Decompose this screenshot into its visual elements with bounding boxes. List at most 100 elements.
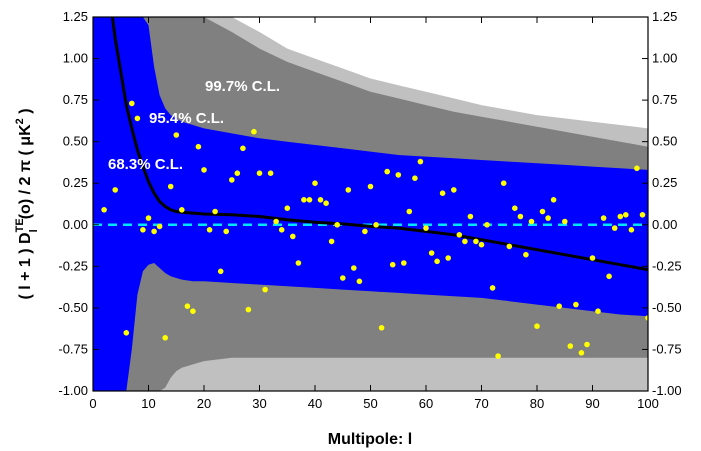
x-tick-label: 50 <box>363 396 377 411</box>
data-point <box>140 227 146 233</box>
data-point <box>223 228 229 235</box>
data-point <box>500 180 507 186</box>
data-point <box>506 243 513 250</box>
data-point <box>245 306 252 313</box>
data-point <box>623 212 629 218</box>
y-tick-label: 0.75 <box>63 92 88 107</box>
data-point <box>556 303 562 310</box>
x-tick-label: 80 <box>530 396 544 411</box>
y-tick-label: 1.00 <box>63 51 88 66</box>
data-point <box>345 187 352 193</box>
data-point <box>439 190 446 196</box>
data-point <box>495 353 501 359</box>
y-tick-label-right: -0.75 <box>652 341 682 356</box>
data-point <box>473 238 479 245</box>
x-tick-label: 20 <box>197 396 211 411</box>
y-tick-label-right: -1.00 <box>652 383 682 398</box>
data-point <box>523 251 529 258</box>
data-point <box>184 303 191 310</box>
data-point <box>267 170 274 176</box>
x-axis: 0 10 20 30 40 50 60 70 80 90 100 <box>89 17 659 411</box>
data-point <box>384 168 391 175</box>
data-point <box>539 208 546 215</box>
data-point <box>406 208 413 215</box>
data-point <box>306 197 313 203</box>
y-tick-label-right: -0.25 <box>652 258 682 273</box>
data-point <box>378 325 385 331</box>
data-point <box>367 183 374 190</box>
data-point <box>129 100 135 107</box>
y-tick-label: -0.50 <box>58 300 88 315</box>
y-axis-title-post: ) <box>17 108 34 118</box>
data-point <box>517 213 524 220</box>
data-point <box>284 205 291 211</box>
data-point <box>273 218 279 225</box>
data-point <box>234 170 241 176</box>
data-point <box>417 158 424 165</box>
data-point <box>528 218 535 225</box>
data-point <box>428 250 435 256</box>
y-tick-label-right: 0.50 <box>652 134 677 149</box>
data-point <box>389 261 396 268</box>
data-point <box>145 215 152 221</box>
data-point <box>634 165 640 172</box>
y-tick-label: 0.25 <box>63 175 88 190</box>
x-tick-label: 0 <box>89 396 96 411</box>
x-tick-label: 60 <box>419 396 433 411</box>
y-tick-label: 0.00 <box>63 217 88 232</box>
data-point <box>251 128 257 135</box>
band-label-68.3: 68.3% C.L. <box>108 156 183 173</box>
data-point <box>334 222 341 228</box>
data-point <box>573 301 579 308</box>
data-point <box>179 207 185 213</box>
data-point <box>478 241 485 248</box>
y-tick-label: 0.50 <box>63 134 88 149</box>
y-tick-label: -0.75 <box>58 341 88 356</box>
data-point <box>323 200 329 206</box>
data-point <box>162 335 168 341</box>
data-point <box>201 167 207 173</box>
data-point <box>467 213 474 220</box>
data-point <box>328 238 335 245</box>
data-point <box>212 208 218 215</box>
data-point <box>173 132 180 138</box>
y-tick-label: -1.00 <box>58 383 88 398</box>
y-axis-title-sup2: 2 <box>14 118 26 124</box>
data-point <box>373 222 379 228</box>
data-point <box>101 207 107 213</box>
y-tick-label-right: 1.25 <box>652 9 677 24</box>
plot-area <box>93 17 648 391</box>
data-point <box>645 315 648 321</box>
y-tick-label-right: 0.75 <box>652 92 677 107</box>
data-point <box>395 172 402 178</box>
y-tick-label: -0.25 <box>58 258 88 273</box>
data-point <box>578 350 585 356</box>
band-68.3 <box>93 17 648 391</box>
data-point <box>600 215 607 221</box>
data-point <box>356 278 363 285</box>
data-point <box>301 197 307 203</box>
y-tick-label-right: 0.00 <box>652 217 677 232</box>
data-point <box>262 286 268 293</box>
data-point <box>312 180 318 186</box>
band-label-99.7: 99.7% C.L. <box>205 78 280 95</box>
data-point <box>217 268 224 275</box>
y-axis-title-sub: l <box>28 229 40 232</box>
data-point <box>512 205 518 211</box>
data-point <box>595 308 601 315</box>
data-point <box>134 115 141 122</box>
data-point <box>278 227 285 233</box>
data-point <box>628 227 635 233</box>
data-point <box>562 218 568 225</box>
data-point <box>195 143 202 150</box>
data-point <box>317 197 324 203</box>
data-point <box>240 145 246 152</box>
x-tick-label: 100 <box>637 396 659 411</box>
data-point <box>229 177 235 183</box>
data-point <box>112 187 118 193</box>
data-point <box>434 258 440 265</box>
data-point <box>484 222 490 228</box>
y-axis-title-mid: (o) / 2 π ( μK <box>17 124 34 219</box>
x-axis-title: Multipole: l <box>328 431 412 448</box>
